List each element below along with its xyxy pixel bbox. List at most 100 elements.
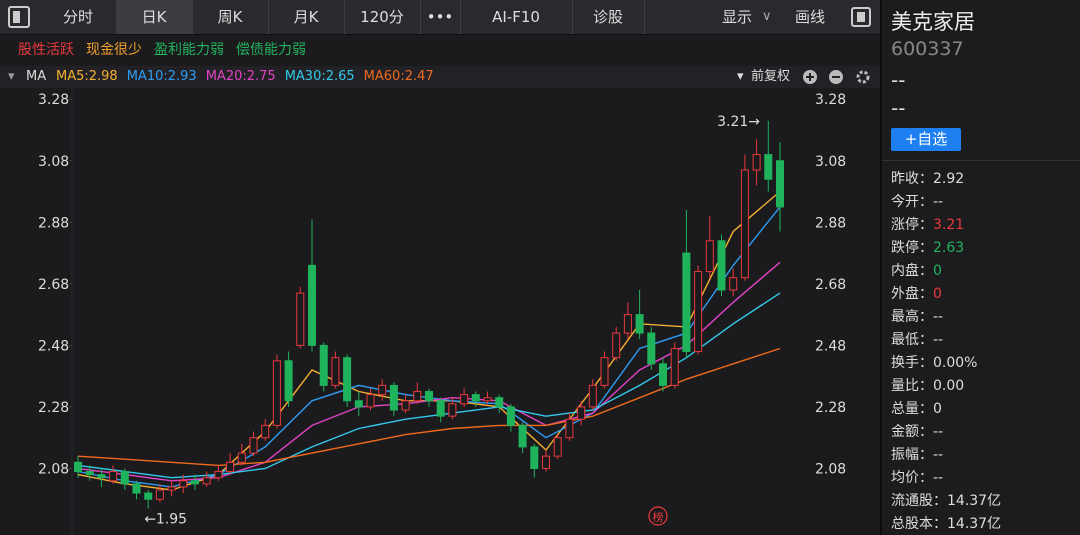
candle-body <box>109 471 118 482</box>
tab[interactable]: 日K <box>116 0 193 34</box>
candle-body <box>155 489 164 500</box>
low-label: ←1.95 <box>144 511 187 527</box>
tag[interactable]: 盈利能力弱 <box>154 42 224 58</box>
y-tick-label: 2.68 <box>38 277 69 293</box>
tab[interactable]: 诊股 <box>572 0 645 34</box>
stat-label: 今开： <box>891 194 933 210</box>
candle-body <box>717 240 726 291</box>
stat-label: 金额： <box>891 424 933 440</box>
stat-value: -- <box>933 424 944 440</box>
candle-body <box>261 424 270 439</box>
candle-body <box>740 169 749 279</box>
caret: ∨ <box>762 9 772 24</box>
stock-code: 600337 <box>891 38 964 60</box>
stat-value: -- <box>933 194 944 210</box>
stat-label: 均价： <box>891 470 933 486</box>
stat-row: 涨停：3.21 <box>891 214 964 234</box>
ma-icons <box>803 70 870 84</box>
candle-body <box>167 486 176 491</box>
stat-value: 14.37亿 <box>947 516 1002 532</box>
candle-body <box>179 480 188 488</box>
candle-body <box>366 394 375 408</box>
candle-body <box>694 271 703 353</box>
candle-body <box>378 384 387 396</box>
stat-value: 3.21 <box>933 217 965 233</box>
stat-value: 2.92 <box>933 171 965 187</box>
settings[interactable] <box>856 70 870 84</box>
watch-button[interactable]: +自选 <box>891 128 961 151</box>
candle-body <box>647 332 656 365</box>
stat-value: -- <box>933 332 944 348</box>
stat-row: 最高：-- <box>891 306 943 326</box>
stat-value: 0 <box>933 286 942 302</box>
tab[interactable]: 120分 <box>344 0 421 34</box>
y-tick-label: 2.08 <box>38 461 69 477</box>
stat-row: 金额：-- <box>891 421 943 441</box>
tab[interactable]: 分时 <box>40 0 117 34</box>
stat-row: 总量：0 <box>891 398 942 418</box>
candle-body <box>670 347 679 386</box>
ma-bar: ▾ MA MA5:2.98 MA10:2.93 MA20:2.75 MA30:2.65… <box>0 66 880 88</box>
candle-body <box>752 154 761 171</box>
y-tick-label: 2.28 <box>38 400 69 416</box>
candle-body <box>506 406 515 426</box>
toolbar-icon[interactable] <box>0 0 40 34</box>
stat-label: 昨收： <box>891 171 933 187</box>
candle-body <box>682 252 691 353</box>
stat-row: 外盘：0 <box>891 283 942 303</box>
legend-entry: MA10:2.93 <box>126 69 197 84</box>
stat-row: 量比：0.00 <box>891 375 964 395</box>
stat-label: 内盘： <box>891 263 933 279</box>
y-tick-label: 3.28 <box>38 92 69 108</box>
stat-row: 均价：-- <box>891 467 943 487</box>
adjust-menu[interactable]: 前复权 <box>751 69 791 84</box>
tab[interactable]: ••• <box>420 0 461 34</box>
stat-label: 最低： <box>891 332 933 348</box>
ma-title: MA <box>26 69 47 84</box>
y-tick-label-right: 2.68 <box>815 277 846 293</box>
display-menu[interactable]: 显示 <box>722 8 753 26</box>
y-tick-label: 2.88 <box>38 215 69 231</box>
y-tick-label: 2.48 <box>38 338 69 354</box>
candle-body <box>600 357 609 386</box>
tab[interactable]: 月K <box>268 0 345 34</box>
tag[interactable]: 股性活跃 <box>18 42 74 58</box>
candle-body <box>120 471 129 485</box>
stat-row: 跌停：2.63 <box>891 237 964 257</box>
candle-body <box>495 397 504 408</box>
draw-button[interactable]: 画线 <box>795 8 826 26</box>
candle-body <box>389 384 398 411</box>
stat-row: 今开：-- <box>891 191 943 211</box>
candle-body <box>331 357 340 386</box>
candle-body <box>319 344 328 386</box>
stat-value: -- <box>933 470 944 486</box>
candle-body <box>471 394 480 402</box>
stat-label: 涨停： <box>891 217 933 233</box>
candle-body <box>729 277 738 291</box>
tab[interactable]: AI-F10 <box>460 0 573 34</box>
panel-icon[interactable] <box>850 6 872 28</box>
candle-body <box>132 483 141 494</box>
candle-body <box>284 360 293 402</box>
y-tick-label-right: 2.08 <box>815 461 846 477</box>
stat-label: 最高： <box>891 309 933 325</box>
stat-row: 内盘：0 <box>891 260 942 280</box>
tab[interactable]: 周K <box>192 0 269 34</box>
stat-label: 总股本： <box>891 516 947 532</box>
candle-body <box>776 160 784 208</box>
price: -- <box>891 68 906 92</box>
y-tick-label-right: 2.28 <box>815 400 846 416</box>
candle-body <box>448 403 457 417</box>
candle-body <box>659 363 667 386</box>
tag[interactable]: 偿债能力弱 <box>236 42 306 58</box>
candle-body <box>764 154 773 180</box>
icon-fill <box>13 11 20 23</box>
candle-body <box>460 394 469 405</box>
candle-body <box>296 292 305 346</box>
stat-label: 跌停： <box>891 240 933 256</box>
candle-body <box>343 357 352 402</box>
stat-value: 14.37亿 <box>947 493 1002 509</box>
stat-label: 总量： <box>891 401 933 417</box>
y-tick-label: 3.08 <box>38 154 69 170</box>
tag[interactable]: 现金很少 <box>86 42 142 58</box>
